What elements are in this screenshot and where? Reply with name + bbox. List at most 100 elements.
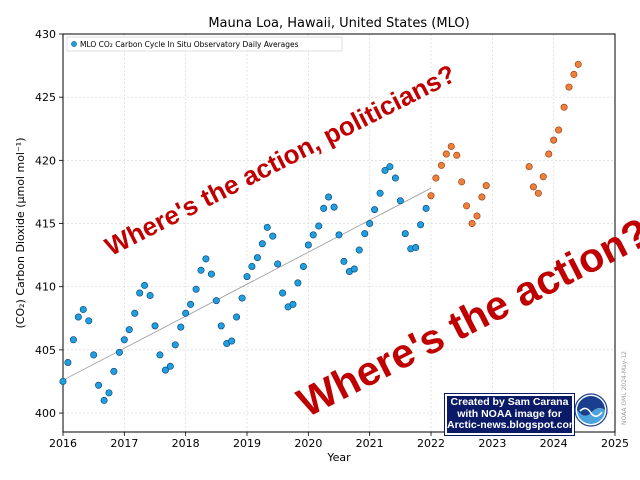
data-point <box>146 292 154 300</box>
data-point <box>125 326 133 334</box>
data-point <box>100 396 108 404</box>
data-point <box>217 322 225 330</box>
data-point <box>207 270 215 278</box>
data-point <box>197 266 205 274</box>
data-point <box>161 366 169 374</box>
data-point <box>115 348 123 356</box>
legend-label: MLO CO₂ Carbon Cycle In Situ Observatory… <box>80 40 299 49</box>
data-point <box>279 289 287 297</box>
data-point <box>74 313 82 321</box>
x-tick-label: 2019 <box>233 437 261 450</box>
data-point <box>381 166 389 174</box>
y-axis-label: (CO₂) Carbon Dioxide (μmol mol⁻¹) <box>14 138 27 329</box>
data-point <box>534 189 542 197</box>
data-point <box>228 337 236 345</box>
data-point <box>69 336 77 344</box>
y-tick-label: 400 <box>35 407 56 420</box>
x-tick-label: 2018 <box>172 437 200 450</box>
data-point <box>85 317 93 325</box>
data-point <box>90 351 98 359</box>
plot-frame <box>62 33 616 433</box>
x-tick-label: 2016 <box>49 437 77 450</box>
data-point <box>202 255 210 263</box>
y-tick-label: 420 <box>35 154 56 167</box>
y-tick-label: 415 <box>35 218 56 231</box>
axis-ticks: 2016 2017 2018 2019 2020 2021 2022 2023 2024 2025… <box>35 28 629 450</box>
data-point <box>151 322 159 330</box>
data-point <box>529 183 537 191</box>
data-point <box>463 202 471 210</box>
data-point <box>294 279 302 287</box>
legend-marker <box>71 41 77 47</box>
data-point <box>274 260 282 268</box>
x-tick-label: 2025 <box>601 437 629 450</box>
data-point <box>105 389 113 397</box>
y-tick-label: 405 <box>35 344 56 357</box>
data-point <box>238 294 246 302</box>
data-point <box>468 220 476 228</box>
data-point <box>355 246 363 254</box>
y-tick-label: 425 <box>35 91 56 104</box>
data-point <box>177 323 185 331</box>
x-axis-label: Year <box>326 451 351 464</box>
data-point <box>253 254 261 262</box>
x-tick-label: 2017 <box>110 437 138 450</box>
data-point <box>141 281 149 289</box>
data-point <box>320 204 328 212</box>
data-point <box>366 220 374 228</box>
data-point <box>304 241 312 249</box>
data-point <box>289 300 297 308</box>
y-tick-label: 430 <box>35 28 56 41</box>
data-point <box>427 192 435 200</box>
credit-line-3: Arctic-news.blogspot.com <box>447 419 579 431</box>
data-point <box>263 223 271 231</box>
data-point <box>432 174 440 182</box>
credit-line-1: Created by Sam Carana <box>450 396 569 408</box>
data-point <box>350 265 358 273</box>
x-tick-label: 2023 <box>478 437 506 450</box>
data-point <box>525 163 533 171</box>
data-point <box>570 70 578 78</box>
data-point <box>64 359 72 367</box>
data-point <box>574 60 582 68</box>
data-point <box>539 173 547 181</box>
data-point <box>258 240 266 248</box>
data-point <box>330 203 338 211</box>
legend-box <box>66 36 343 52</box>
data-point <box>136 289 144 297</box>
data-point <box>192 285 200 293</box>
data-point <box>482 182 490 190</box>
data-point <box>386 163 394 171</box>
data-point <box>243 273 251 281</box>
data-point <box>442 150 450 158</box>
data-point <box>315 222 323 230</box>
legend: MLO CO₂ Carbon Cycle In Situ Observatory… <box>66 36 343 52</box>
credit-line-2: with NOAA image for <box>457 407 562 420</box>
data-point <box>458 178 466 186</box>
data-point <box>79 305 87 313</box>
data-point <box>340 257 348 265</box>
data-point <box>376 189 384 197</box>
data-point <box>447 142 455 150</box>
x-tick-label: 2022 <box>417 437 445 450</box>
data-point <box>299 262 307 270</box>
data-points <box>59 60 582 404</box>
data-point <box>565 83 573 91</box>
data-point <box>396 197 404 205</box>
data-point <box>412 244 420 252</box>
data-point <box>437 161 445 169</box>
data-point <box>171 341 179 349</box>
data-point <box>545 150 553 158</box>
x-tick-label: 2020 <box>294 437 322 450</box>
data-point <box>212 297 220 305</box>
data-point <box>453 151 461 159</box>
noaa-logo-icon <box>574 393 608 427</box>
x-tick-label: 2024 <box>540 437 568 450</box>
data-point <box>269 232 277 240</box>
x-tick-label: 2021 <box>356 437 384 450</box>
data-point <box>110 367 118 375</box>
data-point <box>473 212 481 220</box>
data-point <box>59 377 67 385</box>
data-point <box>248 262 256 270</box>
data-point <box>309 231 317 239</box>
